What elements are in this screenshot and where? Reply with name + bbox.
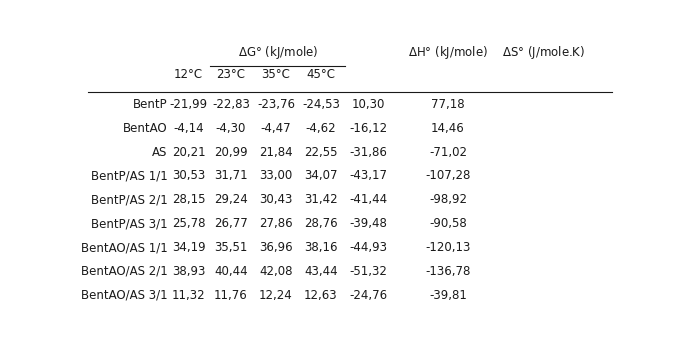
Text: 35°C: 35°C: [262, 68, 290, 81]
Text: 45°C: 45°C: [307, 68, 335, 81]
Text: 26,77: 26,77: [214, 217, 248, 230]
Text: -41,44: -41,44: [350, 193, 388, 206]
Text: $\Delta$G$\degree$ (kJ/mole): $\Delta$G$\degree$ (kJ/mole): [238, 43, 319, 61]
Text: -71,02: -71,02: [429, 146, 467, 158]
Text: 20,21: 20,21: [172, 146, 206, 158]
Text: 14,46: 14,46: [431, 122, 465, 135]
Text: 31,42: 31,42: [304, 193, 337, 206]
Text: 23°C: 23°C: [217, 68, 245, 81]
Text: BentAO/AS 3/1: BentAO/AS 3/1: [81, 289, 167, 302]
Text: 22,55: 22,55: [304, 146, 337, 158]
Text: -24,53: -24,53: [302, 98, 340, 111]
Text: -107,28: -107,28: [426, 170, 471, 182]
Text: 29,24: 29,24: [214, 193, 248, 206]
Text: -43,17: -43,17: [350, 170, 387, 182]
Text: -120,13: -120,13: [426, 241, 471, 254]
Text: 11,32: 11,32: [172, 289, 206, 302]
Text: 28,76: 28,76: [304, 217, 337, 230]
Text: 27,86: 27,86: [259, 217, 293, 230]
Text: 30,43: 30,43: [260, 193, 292, 206]
Text: 21,84: 21,84: [259, 146, 293, 158]
Text: -136,78: -136,78: [426, 265, 471, 278]
Text: -98,92: -98,92: [429, 193, 467, 206]
Text: 34,07: 34,07: [304, 170, 337, 182]
Text: 77,18: 77,18: [431, 98, 464, 111]
Text: -4,14: -4,14: [173, 122, 204, 135]
Text: -23,76: -23,76: [257, 98, 295, 111]
Text: 30,53: 30,53: [172, 170, 205, 182]
Text: -22,83: -22,83: [212, 98, 250, 111]
Text: 31,71: 31,71: [214, 170, 248, 182]
Text: -4,30: -4,30: [216, 122, 246, 135]
Text: BentAO/AS 2/1: BentAO/AS 2/1: [81, 265, 167, 278]
Text: 36,96: 36,96: [259, 241, 293, 254]
Text: -4,62: -4,62: [305, 122, 336, 135]
Text: 12,24: 12,24: [259, 289, 293, 302]
Text: -90,58: -90,58: [429, 217, 467, 230]
Text: 43,44: 43,44: [304, 265, 337, 278]
Text: BentP/AS 1/1: BentP/AS 1/1: [91, 170, 167, 182]
Text: -39,81: -39,81: [429, 289, 467, 302]
Text: 33,00: 33,00: [260, 170, 292, 182]
Text: BentP: BentP: [133, 98, 167, 111]
Text: 20,99: 20,99: [214, 146, 248, 158]
Text: 35,51: 35,51: [214, 241, 248, 254]
Text: 12,63: 12,63: [304, 289, 337, 302]
Text: BentP/AS 2/1: BentP/AS 2/1: [91, 193, 167, 206]
Text: BentP/AS 3/1: BentP/AS 3/1: [91, 217, 167, 230]
Text: -4,47: -4,47: [261, 122, 291, 135]
Text: 10,30: 10,30: [352, 98, 385, 111]
Text: 38,16: 38,16: [304, 241, 337, 254]
Text: -31,86: -31,86: [350, 146, 387, 158]
Text: -24,76: -24,76: [350, 289, 388, 302]
Text: -44,93: -44,93: [350, 241, 387, 254]
Text: 28,15: 28,15: [172, 193, 206, 206]
Text: 11,76: 11,76: [214, 289, 248, 302]
Text: 40,44: 40,44: [214, 265, 248, 278]
Text: 38,93: 38,93: [172, 265, 206, 278]
Text: $\Delta$S$\degree$ (J/mole.K): $\Delta$S$\degree$ (J/mole.K): [501, 43, 585, 61]
Text: 42,08: 42,08: [259, 265, 293, 278]
Text: $\Delta$H$\degree$ (kJ/mole): $\Delta$H$\degree$ (kJ/mole): [408, 43, 488, 61]
Text: 12°C: 12°C: [174, 68, 203, 81]
Text: -39,48: -39,48: [350, 217, 387, 230]
Text: 25,78: 25,78: [172, 217, 206, 230]
Text: AS: AS: [152, 146, 167, 158]
Text: BentAO: BentAO: [123, 122, 167, 135]
Text: -16,12: -16,12: [350, 122, 388, 135]
Text: BentAO/AS 1/1: BentAO/AS 1/1: [81, 241, 167, 254]
Text: -51,32: -51,32: [350, 265, 387, 278]
Text: -21,99: -21,99: [169, 98, 208, 111]
Text: 34,19: 34,19: [172, 241, 206, 254]
